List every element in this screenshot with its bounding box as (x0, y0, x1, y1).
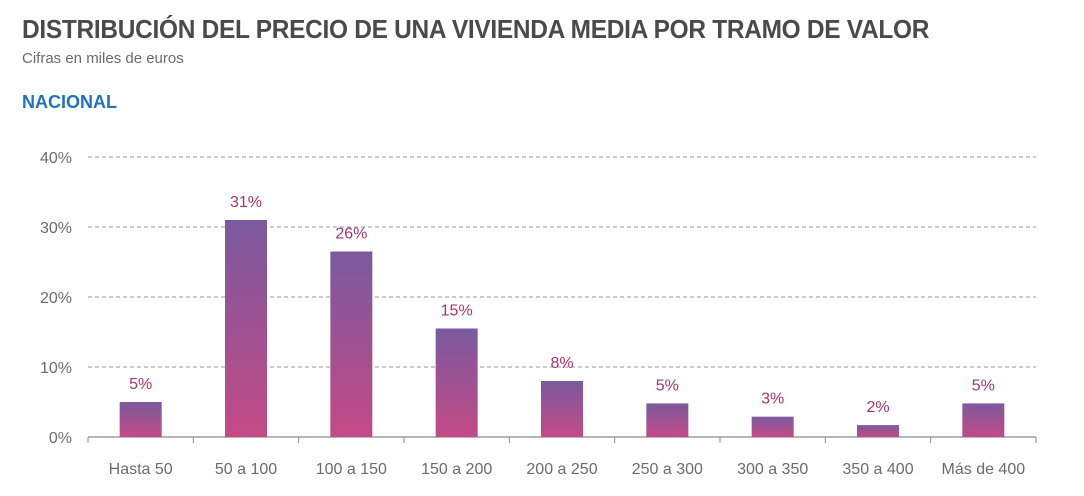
data-label: 8% (550, 355, 573, 372)
data-label: 26% (335, 226, 367, 243)
bar (541, 381, 583, 437)
x-tick-label: 200 a 250 (526, 461, 597, 478)
x-tick-label: 250 a 300 (632, 461, 703, 478)
x-tick-label: Hasta 50 (109, 461, 173, 478)
data-label: 2% (866, 399, 889, 416)
x-tick-label: 300 a 350 (737, 461, 808, 478)
y-tick-label: 0% (49, 430, 72, 447)
bar (962, 403, 1005, 437)
x-tick-label: 350 a 400 (842, 461, 913, 478)
chart-subtitle: Cifras en miles de euros (22, 50, 184, 67)
data-label: 31% (230, 194, 262, 211)
bar (646, 403, 689, 437)
data-label: 3% (761, 391, 784, 408)
x-tick-label: 100 a 150 (316, 461, 387, 478)
y-tick-label: 10% (40, 360, 72, 377)
x-tick-label: 50 a 100 (215, 461, 277, 478)
chart-title: DISTRIBUCIÓN DEL PRECIO DE UNA VIVIENDA … (22, 14, 930, 44)
bar (751, 416, 794, 437)
data-label: 5% (972, 377, 995, 394)
y-tick-label: 20% (40, 290, 72, 307)
bar (330, 251, 373, 437)
data-label: 15% (441, 303, 473, 320)
section-label: NACIONAL (22, 92, 117, 112)
x-tick-label: Más de 400 (942, 461, 1026, 478)
data-label: 5% (656, 377, 679, 394)
bar (225, 220, 267, 437)
y-tick-label: 40% (40, 150, 72, 167)
bar (119, 402, 162, 437)
bar (857, 425, 899, 437)
x-tick-label: 150 a 200 (421, 461, 492, 478)
bar (435, 328, 478, 437)
y-tick-label: 30% (40, 220, 72, 237)
data-label: 5% (129, 376, 152, 393)
